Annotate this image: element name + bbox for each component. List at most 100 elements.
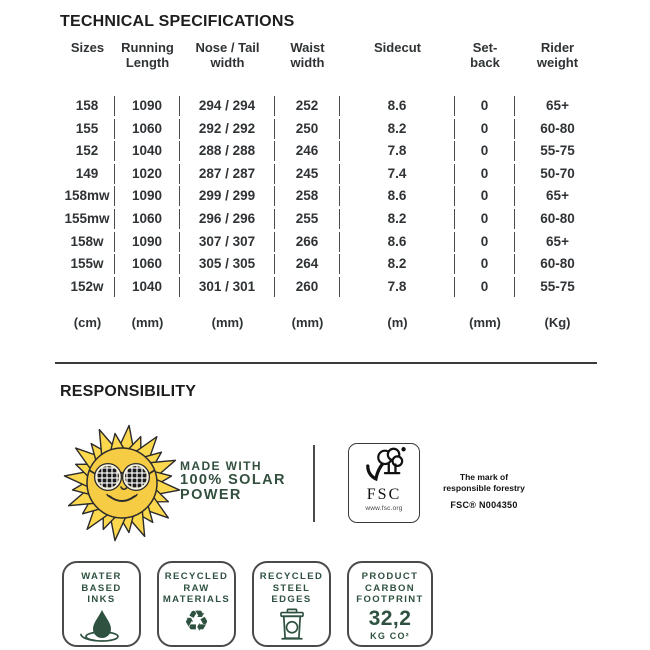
table-cell: 8.6	[340, 231, 455, 252]
table-cell: 149	[60, 163, 115, 184]
table-cell: 1060	[115, 118, 180, 139]
solar-caption-line1: MADE WITH	[180, 459, 262, 473]
column-header-setback: Set-back	[470, 40, 500, 70]
column-header-waist-width: Waist width	[290, 40, 325, 70]
badge-recycled-raw-materials: RECYCLED RAW MATERIALS ♻	[157, 561, 236, 647]
table-cell: 55-75	[540, 143, 575, 159]
table-row: 149 1020 287 / 287 245 7.4 0 50-70	[60, 163, 600, 184]
badge-line: INKS	[87, 594, 116, 605]
table-cell: 0	[455, 96, 515, 116]
table-cell: 1090	[115, 231, 180, 252]
table-cell: 1040	[115, 141, 180, 162]
fsc-label: FSC	[366, 486, 402, 503]
table-cell: 1090	[115, 96, 180, 116]
table-row: 152 1040 288 / 288 246 7.8 0 55-75	[60, 141, 600, 162]
table-cell: 266	[275, 231, 340, 252]
spec-table-header: Sizes Running Length Nose / Tail width Wai…	[60, 40, 600, 70]
table-row: 152w 1040 301 / 301 260 7.8 0 55-75	[60, 276, 600, 297]
table-cell: 155w	[60, 254, 115, 275]
table-cell: 307 / 307	[180, 231, 275, 252]
table-cell: 301 / 301	[180, 276, 275, 297]
table-cell: 7.8	[340, 276, 455, 297]
spec-section-title: TECHNICAL SPECIFICATIONS	[60, 13, 295, 30]
unit-cell: (mm)	[469, 314, 501, 330]
units-row: (cm) (mm) (mm) (mm) (m) (mm) (Kg)	[60, 315, 600, 330]
unit-cell: (m)	[387, 314, 408, 330]
column-header-sizes: Sizes	[70, 40, 105, 55]
fsc-logo: FSC www.fsc.org	[348, 443, 420, 523]
table-cell: 158mw	[60, 186, 115, 207]
section-divider	[55, 362, 597, 364]
unit-cell: (mm)	[211, 314, 244, 330]
table-cell: 255	[275, 208, 340, 229]
badge-line: MATERIALS	[162, 594, 231, 605]
water-drop-icon	[79, 609, 119, 642]
table-cell: 60-80	[540, 210, 575, 226]
table-cell: 1060	[115, 254, 180, 275]
fsc-mark-line1: The mark of	[459, 472, 509, 482]
badge-line: RECYCLED	[259, 571, 324, 582]
badge-line: RECYCLED	[164, 571, 229, 582]
table-row: 158w 1090 307 / 307 266 8.6 0 65+	[60, 231, 600, 252]
fsc-mark-line2: responsible forestry	[443, 482, 525, 493]
recycle-icon: ♻	[183, 605, 210, 638]
table-cell: 0	[455, 186, 515, 207]
badge-line: EDGES	[271, 594, 312, 605]
table-cell: 0	[455, 141, 515, 162]
table-cell: 294 / 294	[180, 96, 275, 116]
table-cell: 8.6	[340, 186, 455, 207]
table-cell: 288 / 288	[180, 141, 275, 162]
table-cell: 250	[275, 118, 340, 139]
table-cell: 0	[455, 208, 515, 229]
table-cell: 8.6	[340, 96, 455, 116]
table-cell: 1040	[115, 276, 180, 297]
spec-table: Sizes Running Length Nose / Tail width Wai…	[60, 40, 600, 330]
table-cell: 65+	[546, 188, 569, 204]
table-cell: 65+	[546, 233, 569, 249]
table-row: 158mw 1090 299 / 299 258 8.6 0 65+	[60, 186, 600, 207]
table-cell: 7.8	[340, 141, 455, 162]
table-cell: 152	[60, 141, 115, 162]
vertical-divider	[313, 445, 315, 522]
badge-line: BASED	[81, 582, 122, 594]
column-header-running-length: Running Length	[121, 40, 174, 70]
table-cell: 50-70	[540, 165, 575, 181]
solar-power-caption: MADE WITH 100% SOLAR POWER	[180, 459, 286, 502]
badge-line: RAW	[183, 582, 210, 594]
table-cell: 305 / 305	[180, 254, 275, 275]
table-cell: 1020	[115, 163, 180, 184]
badge-line: CARBON	[364, 582, 416, 594]
table-cell: 260	[275, 276, 340, 297]
solar-power-sun-icon	[60, 423, 184, 543]
badge-water-based-inks: WATER BASED INKS	[62, 561, 141, 647]
table-cell: 158w	[60, 231, 115, 252]
table-cell: 8.2	[340, 254, 455, 275]
solar-caption-line3: POWER	[180, 486, 242, 503]
carbon-footprint-unit: KG CO²	[370, 630, 410, 641]
table-cell: 0	[455, 254, 515, 275]
table-row: 155mw 1060 296 / 296 255 8.2 0 60-80	[60, 208, 600, 229]
spec-table-body: 158 1090 294 / 294 252 8.6 0 65+ 155 1060 292 / 2…	[60, 96, 600, 297]
responsibility-section-title: RESPONSIBILITY	[60, 383, 197, 400]
trash-bin-icon	[279, 608, 304, 640]
badge-line: FOOTPRINT	[356, 594, 424, 605]
badge-carbon-footprint: PRODUCT CARBON FOOTPRINT 32,2 KG CO²	[347, 561, 433, 647]
fsc-tree-check-icon	[366, 447, 406, 482]
table-cell: 60-80	[540, 256, 575, 272]
table-cell: 0	[455, 276, 515, 297]
table-cell: 258	[275, 186, 340, 207]
table-cell: 155mw	[60, 208, 115, 229]
carbon-footprint-value: 32,2	[368, 606, 412, 630]
solar-caption-line2: 100% SOLAR	[180, 472, 286, 488]
column-header-sidecut: Sidecut	[374, 40, 421, 55]
table-cell: 246	[275, 141, 340, 162]
table-cell: 287 / 287	[180, 163, 275, 184]
table-cell: 245	[275, 163, 340, 184]
badge-line: WATER	[81, 571, 122, 582]
table-row: 158 1090 294 / 294 252 8.6 0 65+	[60, 96, 600, 116]
table-cell: 0	[455, 118, 515, 139]
table-cell: 7.4	[340, 163, 455, 184]
table-cell: 252	[275, 96, 340, 116]
table-cell: 55-75	[540, 278, 575, 294]
